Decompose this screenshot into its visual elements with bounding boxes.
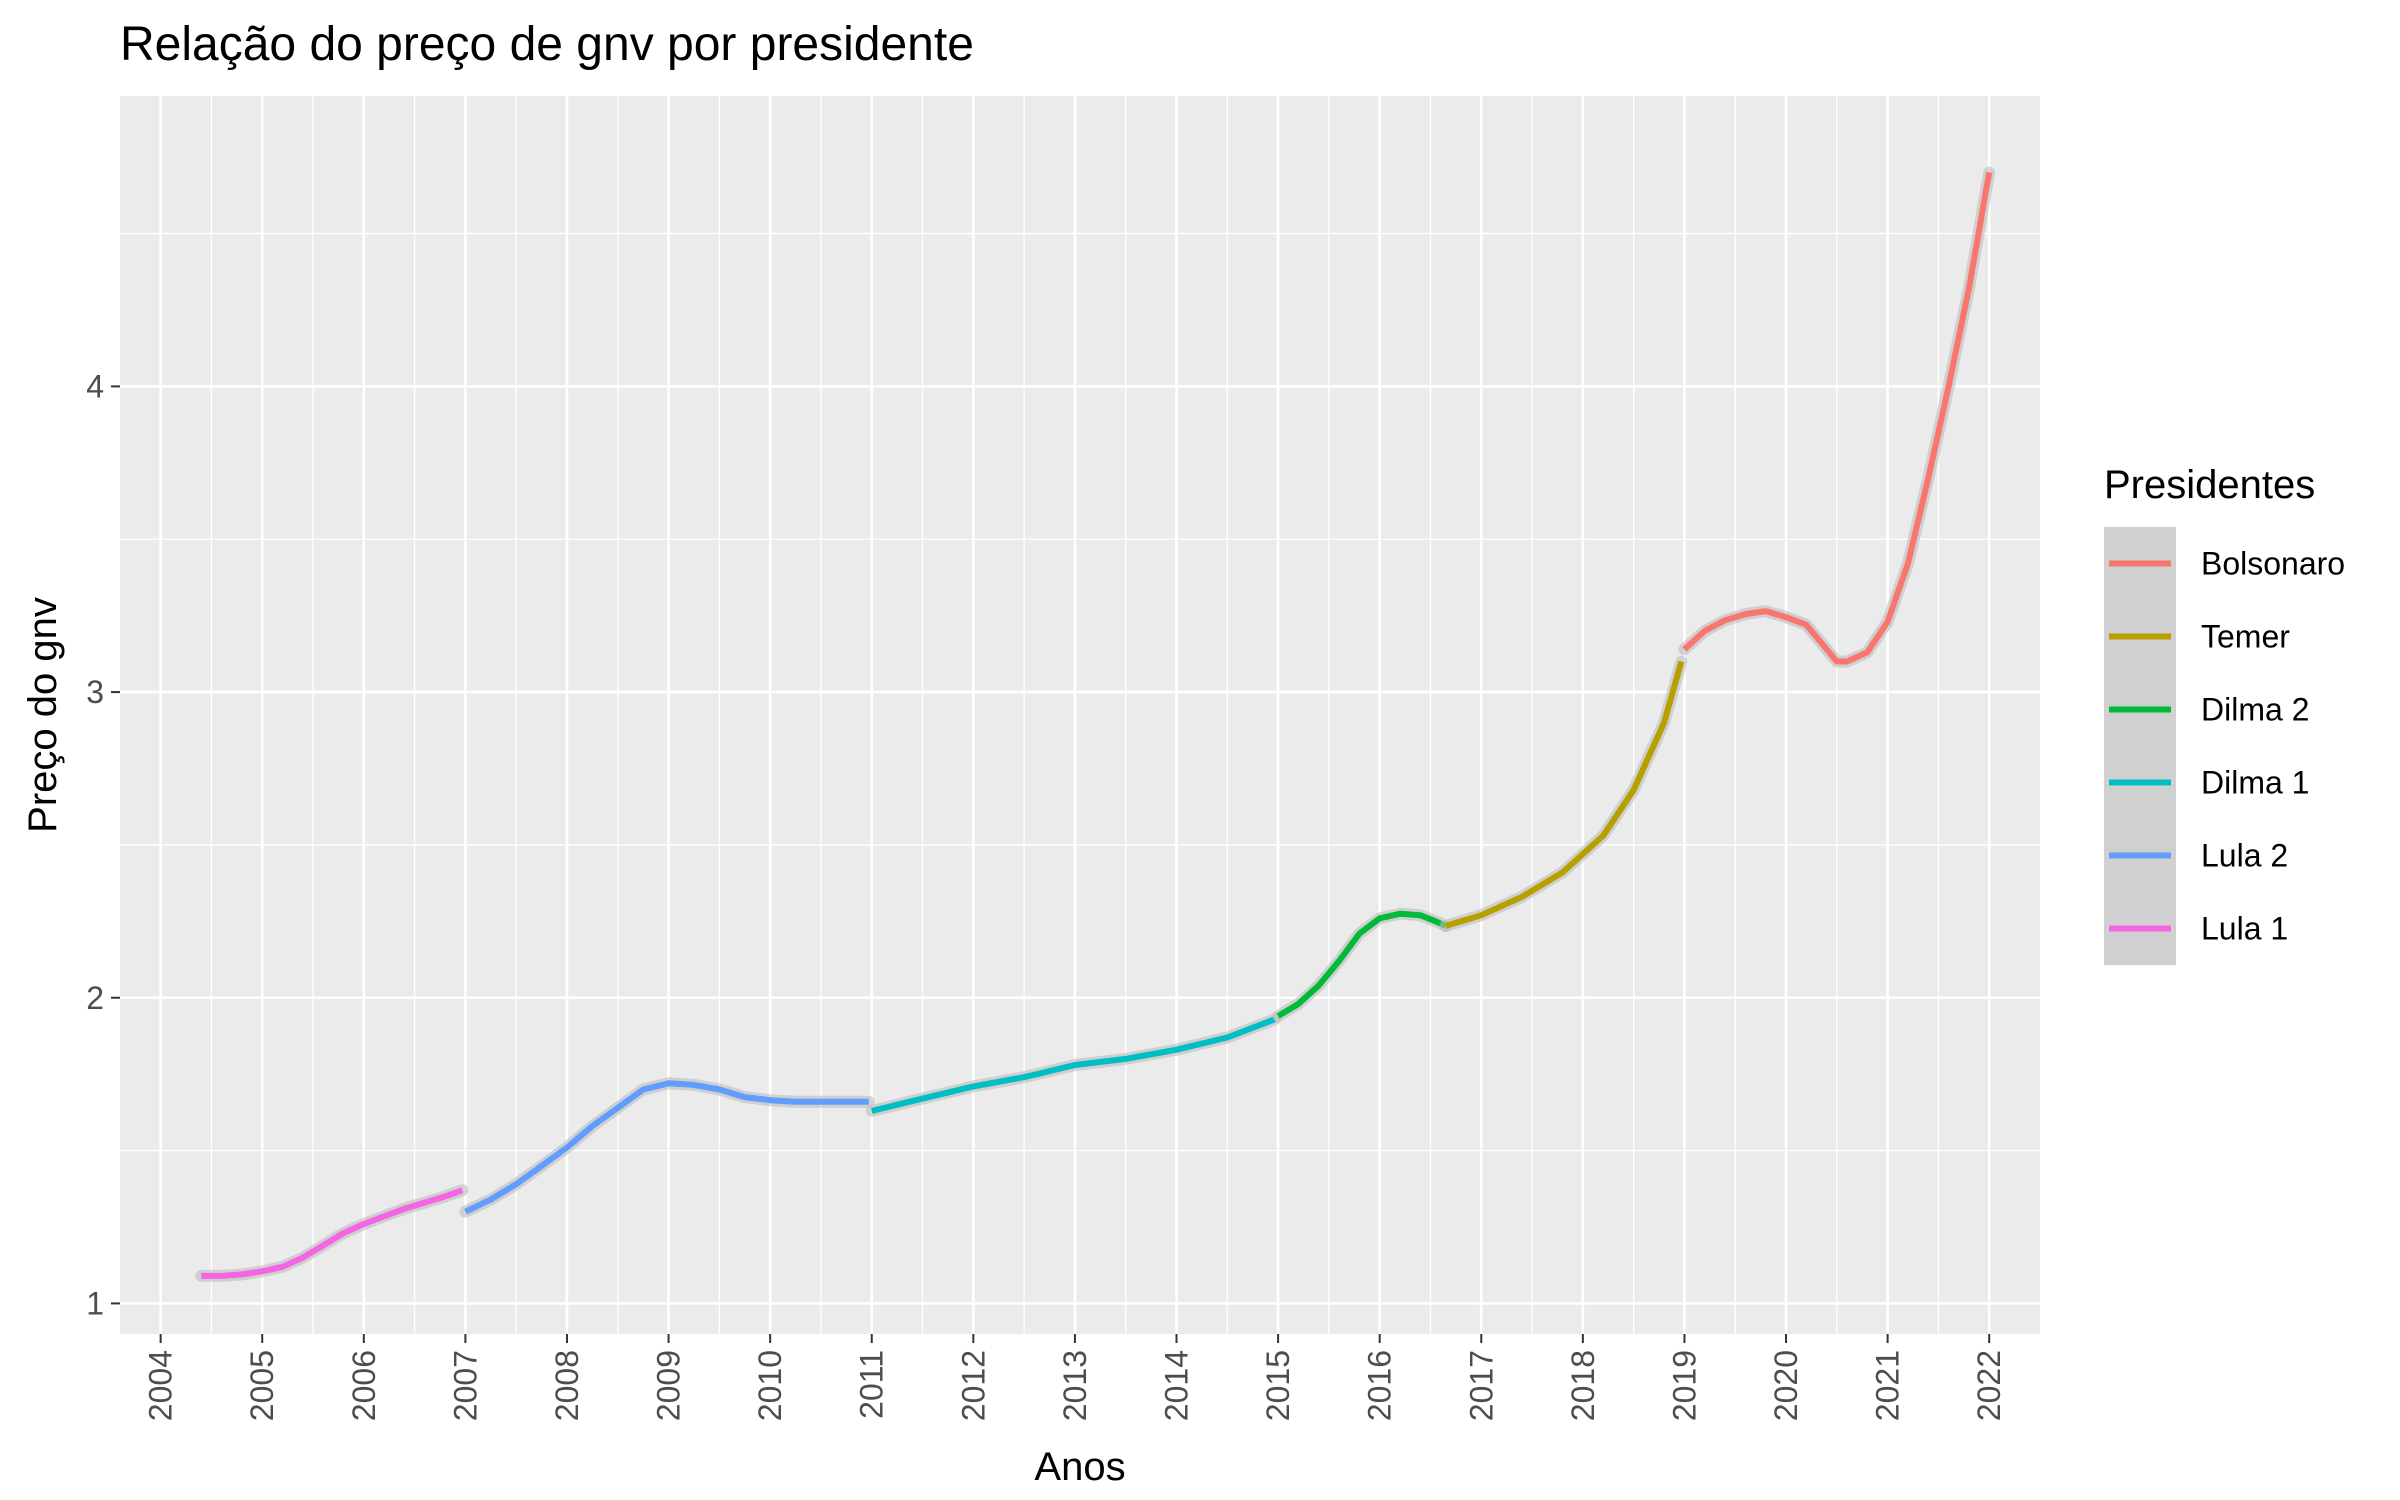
x-tick-label: 2005 (244, 1350, 280, 1421)
x-tick-label: 2004 (143, 1350, 179, 1421)
y-axis: 1 2 3 4 (86, 368, 120, 1321)
series-line (201, 1187, 464, 1279)
legend-items: Bolsonaro Temer Dilma 2 Dilma 1 Lula 2 Lula 1 (2104, 527, 2345, 965)
y-tick-label: 4 (86, 368, 104, 404)
y-axis-title: Preço do gnv (21, 597, 65, 833)
x-tick-label: 2009 (651, 1350, 687, 1421)
series-line (1276, 910, 1447, 1019)
x-tick-label: 2018 (1565, 1350, 1601, 1421)
x-tick-label: 2013 (1057, 1350, 1093, 1421)
grid-lines (120, 96, 2040, 1334)
legend-title: Presidentes (2104, 463, 2315, 507)
y-tick-label: 3 (86, 674, 104, 710)
series-line (870, 1016, 1277, 1114)
series-line (1682, 171, 1993, 665)
legend-label: Bolsonaro (2201, 546, 2345, 582)
x-tick-label: 2012 (955, 1350, 991, 1421)
x-tick-label: 2010 (752, 1350, 788, 1421)
x-tick-label: 2020 (1768, 1350, 1804, 1421)
x-tick-label: 2006 (346, 1350, 382, 1421)
x-tick-label: 2011 (854, 1350, 890, 1419)
x-tick-label: 2016 (1362, 1350, 1398, 1421)
x-tick-label: 2022 (1971, 1350, 2007, 1421)
x-axis-title: Anos (1034, 1445, 1125, 1489)
x-tick-label: 2014 (1159, 1350, 1195, 1421)
legend-label: Dilma 1 (2201, 765, 2309, 801)
series-line (1444, 660, 1685, 929)
series-line (464, 1080, 869, 1215)
y-tick-label: 1 (86, 1285, 104, 1321)
x-tick-label: 2007 (447, 1350, 483, 1421)
x-tick-label: 2008 (549, 1350, 585, 1421)
legend: Presidentes Bolsonaro Temer Dilma 2 Dilma 1… (2104, 463, 2345, 965)
y-tick-label: 2 (86, 980, 104, 1016)
legend-label: Lula 1 (2201, 911, 2288, 947)
legend-label: Dilma 2 (2201, 692, 2309, 728)
legend-label: Temer (2201, 619, 2290, 655)
legend-key-background (2104, 527, 2176, 965)
x-tick-label: 2015 (1260, 1350, 1296, 1421)
series-lines (195, 166, 1996, 1282)
legend-label: Lula 2 (2201, 838, 2288, 874)
x-tick-label: 2019 (1666, 1350, 1702, 1421)
x-axis: 2004 2005 2006 2007 2008 2009 2010 2011 2012 2013… (143, 1334, 2007, 1421)
x-tick-label: 2017 (1463, 1350, 1499, 1421)
plot-panel (120, 96, 2040, 1334)
chart-title: Relação do preço de gnv por presidente (120, 18, 974, 71)
x-tick-label: 2021 (1870, 1350, 1906, 1421)
